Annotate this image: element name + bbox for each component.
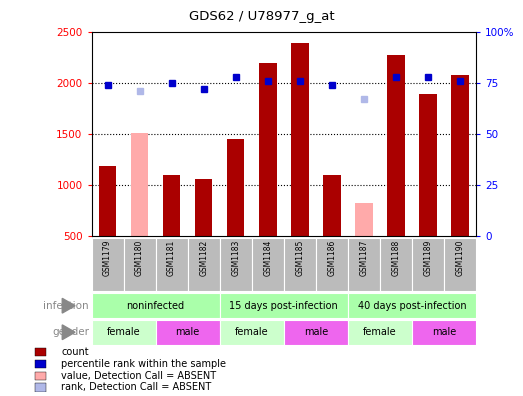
Text: GDS62 / U78977_g_at: GDS62 / U78977_g_at	[189, 10, 334, 23]
Text: count: count	[62, 347, 89, 357]
Bar	[35, 383, 46, 392]
Text: GSM1186: GSM1186	[327, 240, 336, 276]
Text: GSM1180: GSM1180	[135, 240, 144, 276]
Text: GSM1181: GSM1181	[167, 240, 176, 276]
Bar	[227, 139, 244, 236]
Text: GSM1182: GSM1182	[199, 240, 208, 276]
Bar	[188, 238, 220, 291]
Text: male: male	[176, 327, 200, 337]
Bar	[419, 94, 437, 236]
Text: female: female	[363, 327, 396, 337]
Bar	[92, 238, 123, 291]
Text: GSM1188: GSM1188	[391, 240, 400, 276]
Bar	[92, 320, 156, 345]
Text: rank, Detection Call = ABSENT: rank, Detection Call = ABSENT	[62, 383, 212, 392]
Text: female: female	[235, 327, 268, 337]
Text: male: male	[304, 327, 328, 337]
Bar	[451, 75, 469, 236]
Bar	[380, 238, 412, 291]
Bar	[220, 320, 283, 345]
Text: 15 days post-infection: 15 days post-infection	[230, 301, 338, 311]
Text: GSM1190: GSM1190	[456, 240, 464, 276]
Bar	[348, 320, 412, 345]
Text: GSM1185: GSM1185	[295, 240, 304, 276]
Polygon shape	[62, 298, 75, 313]
Bar	[35, 360, 46, 368]
Text: female: female	[107, 327, 140, 337]
Text: gender: gender	[52, 327, 89, 337]
Bar	[92, 293, 220, 318]
Bar	[220, 238, 252, 291]
Bar	[123, 238, 156, 291]
Bar	[35, 348, 46, 356]
Text: GSM1179: GSM1179	[103, 240, 112, 276]
Bar	[99, 166, 116, 236]
Text: value, Detection Call = ABSENT: value, Detection Call = ABSENT	[62, 371, 217, 381]
Bar	[348, 238, 380, 291]
Text: GSM1187: GSM1187	[359, 240, 368, 276]
Bar	[131, 133, 149, 236]
Bar	[387, 55, 405, 236]
Bar	[156, 320, 220, 345]
Text: GSM1189: GSM1189	[424, 240, 433, 276]
Text: infection: infection	[43, 301, 89, 311]
Text: noninfected: noninfected	[127, 301, 185, 311]
Bar	[195, 179, 212, 236]
Bar	[323, 175, 340, 236]
Text: percentile rank within the sample: percentile rank within the sample	[62, 359, 226, 369]
Bar	[412, 238, 444, 291]
Text: GSM1183: GSM1183	[231, 240, 240, 276]
Bar	[348, 293, 476, 318]
Bar	[291, 43, 309, 236]
Bar	[220, 293, 348, 318]
Bar	[259, 63, 277, 236]
Bar	[252, 238, 283, 291]
Bar	[444, 238, 476, 291]
Bar	[355, 203, 372, 236]
Bar	[163, 175, 180, 236]
Bar	[35, 371, 46, 380]
Bar	[156, 238, 188, 291]
Bar	[283, 320, 348, 345]
Text: 40 days post-infection: 40 days post-infection	[358, 301, 466, 311]
Text: GSM1184: GSM1184	[263, 240, 272, 276]
Text: male: male	[432, 327, 456, 337]
Bar	[316, 238, 348, 291]
Polygon shape	[62, 325, 75, 340]
Bar	[412, 320, 476, 345]
Bar	[283, 238, 316, 291]
